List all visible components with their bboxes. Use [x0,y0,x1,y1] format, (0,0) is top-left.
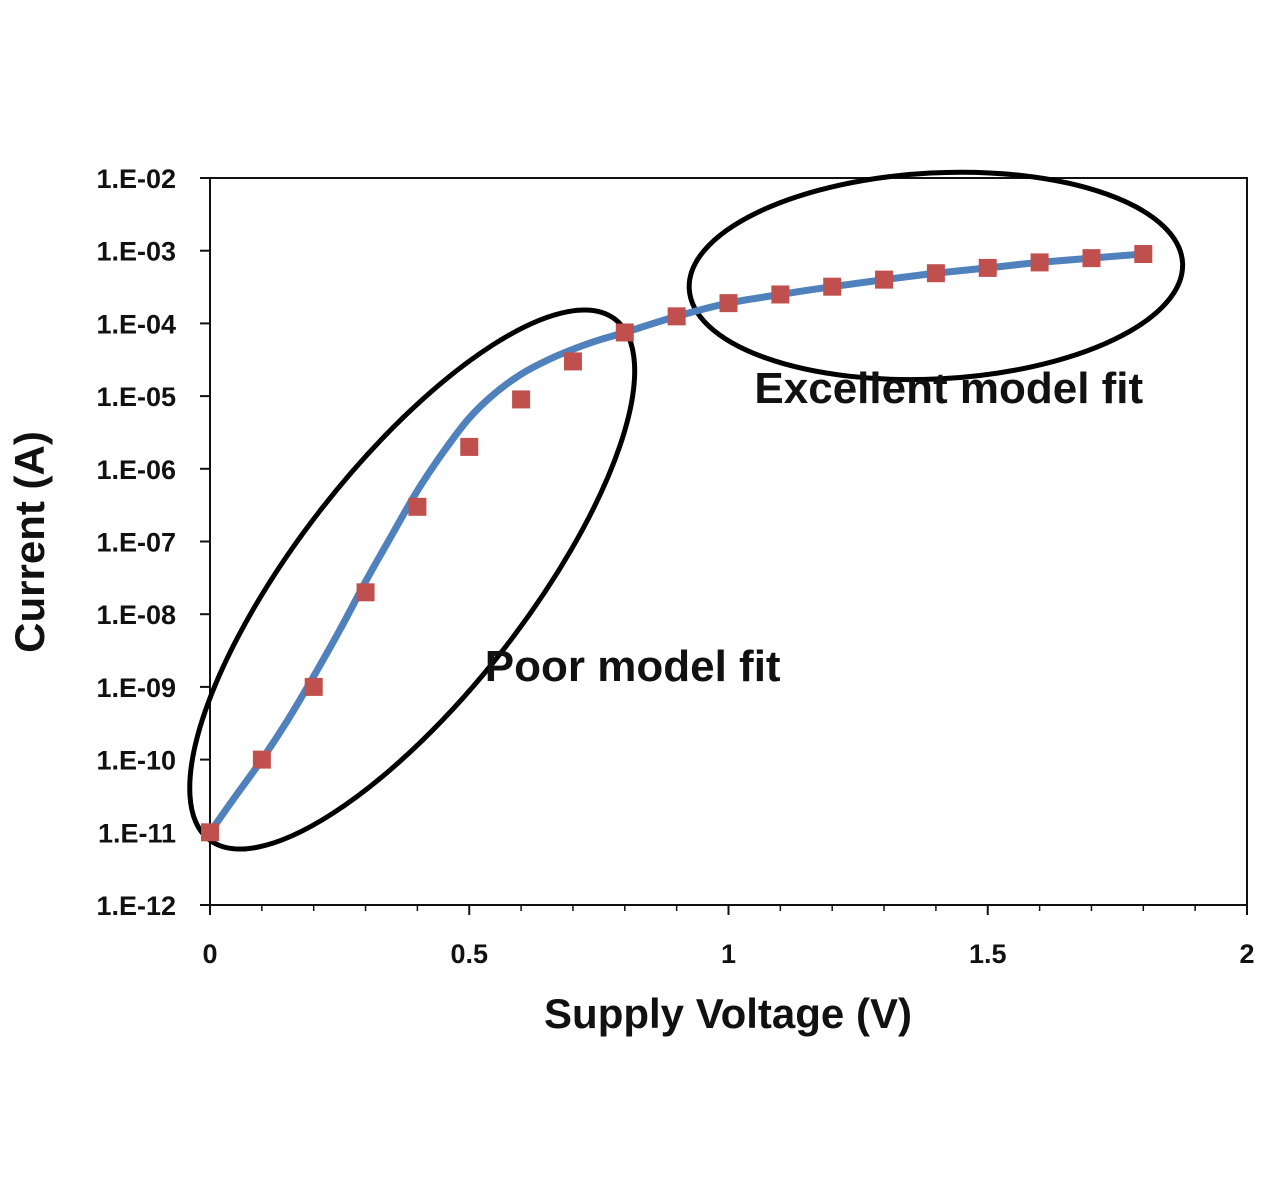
data-point-marker [875,270,894,289]
data-point-marker [201,823,219,842]
data-point-marker [460,437,479,456]
y-tick-label: 1.E-09 [96,673,176,703]
y-tick-label: 1.E-06 [96,455,176,485]
y-tick-label: 1.E-08 [96,600,176,630]
data-point-marker [408,497,427,516]
data-point-marker [1082,249,1101,268]
plot-frame [209,177,1248,906]
data-point-marker [563,352,582,371]
y-tick-label: 1.E-02 [96,164,176,194]
y-tick-label: 1.E-03 [96,237,176,267]
x-tick-label: 0.5 [450,939,488,969]
data-point-marker [978,258,997,277]
x-tick-label: 1.5 [969,939,1007,969]
x-tick-label: 0 [202,939,217,969]
excellent-fit-label: Excellent model fit [754,364,1143,413]
y-tick-label: 1.E-04 [96,309,176,339]
y-tick-label: 1.E-05 [96,382,176,412]
y-tick-label: 1.E-10 [96,746,176,776]
x-tick-label: 2 [1239,939,1254,969]
y-tick-label: 1.E-11 [98,818,176,848]
model-line-series [206,250,1147,836]
excellent-fit-ellipse [686,169,1186,383]
data-point-marker [719,294,738,313]
x-axis: 0 0.5 1 1.5 2 [202,905,1255,969]
y-axis-title: Current (A) [6,431,53,653]
measured-marker-series [201,245,1153,842]
x-tick-label: 1 [721,939,736,969]
data-point-marker [771,285,790,304]
data-point-marker [667,307,686,326]
data-point-marker [252,750,271,769]
y-axis: 1.E-12 1.E-11 1.E-10 1.E-09 1.E-08 1.E-07 1.E-… [96,164,210,921]
data-point-marker [615,323,634,342]
data-point-marker [1030,253,1049,272]
data-point-marker [1134,245,1153,264]
data-point-marker [823,277,842,296]
data-point-marker [512,390,531,409]
data-point-marker [926,264,945,283]
data-point-marker [356,583,375,602]
data-point-marker [304,677,323,696]
model-line [206,250,1147,836]
y-tick-label: 1.E-12 [96,891,176,921]
poor-fit-label: Poor model fit [485,642,781,691]
y-tick-label: 1.E-07 [96,528,176,558]
annotation-ellipses [187,169,1186,852]
x-axis-title: Supply Voltage (V) [544,990,912,1037]
annotations: Poor model fit Excellent model fit [485,364,1144,691]
poor-fit-ellipse [187,307,638,852]
